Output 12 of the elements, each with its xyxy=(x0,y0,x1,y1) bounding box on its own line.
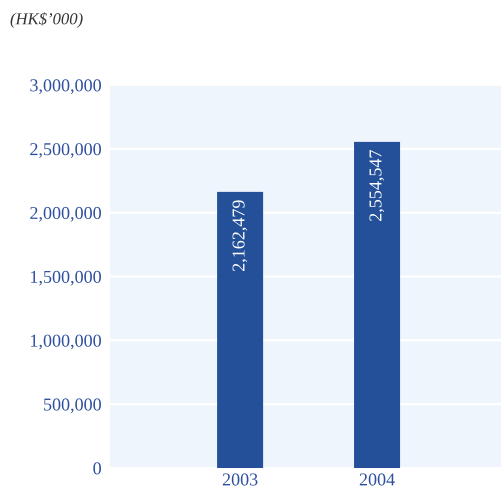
y-tick-label: 2,000,000 xyxy=(30,206,101,222)
y-tick-label: 0 xyxy=(93,462,101,474)
x-tick-label: 2004 xyxy=(360,473,395,486)
y-tick-label: 1,500,000 xyxy=(31,270,101,286)
y-tick-label: 500,000 xyxy=(44,398,101,414)
x-tick-label: 2003 xyxy=(222,473,258,486)
data-label: 2,162,479 xyxy=(232,200,248,272)
y-tick-label: 2,500,000 xyxy=(30,143,101,158)
data-label: 2,554,547 xyxy=(369,150,384,221)
y-tick-label: 1,000,000 xyxy=(31,334,101,350)
y-tick-label: 3,000,000 xyxy=(30,79,101,94)
y-axis-title: (HK$’000) xyxy=(10,12,83,28)
